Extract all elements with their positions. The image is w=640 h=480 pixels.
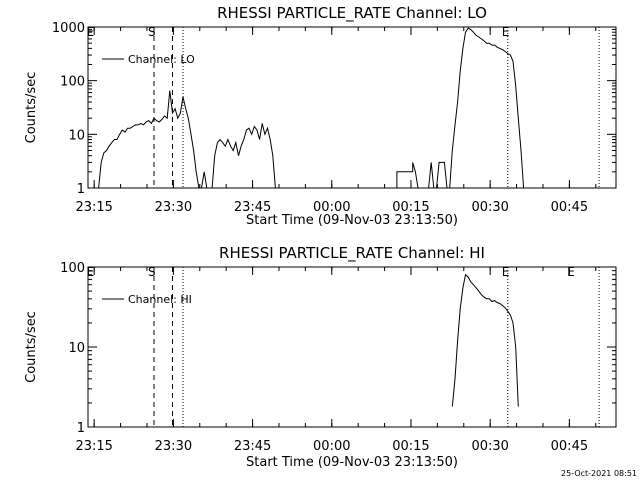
- chart-title: RHESSI PARTICLE_RATE Channel: LO: [217, 4, 487, 23]
- y-tick-label: 100: [60, 261, 85, 276]
- edge-label: E: [87, 265, 95, 279]
- chart-title: RHESSI PARTICLE_RATE Channel: HI: [219, 244, 485, 263]
- event-marker-label: S: [148, 265, 156, 279]
- series-line: [428, 162, 435, 189]
- series-line: [396, 162, 419, 189]
- x-tick-label: 23:45: [234, 439, 271, 454]
- y-axis-label: Counts/sec: [24, 72, 39, 144]
- legend-label: Channel: HI: [128, 293, 192, 306]
- series-line: [436, 161, 448, 189]
- timestamp: 25-Oct-2021 08:51: [561, 469, 637, 478]
- x-tick-label: 23:15: [75, 439, 112, 454]
- edge-label: E: [87, 25, 95, 39]
- x-tick-label: 00:30: [471, 439, 508, 454]
- y-tick-label: 10: [68, 341, 85, 356]
- hi-channel-panel: RHESSI PARTICLE_RATE Channel: HI 1 10 100 Co…: [24, 244, 617, 470]
- plot-frame: [87, 266, 617, 428]
- series-line: [449, 27, 525, 189]
- x-tick-label: 00:30: [471, 200, 508, 215]
- lo-channel-panel: RHESSI PARTICLE_RATE Channel: LO 1 10 100 10…: [24, 4, 617, 228]
- series-line: [98, 90, 200, 189]
- x-tick-label: 00:45: [551, 439, 588, 454]
- x-tick-label: 23:30: [155, 200, 192, 215]
- event-marker-label: E: [502, 265, 510, 279]
- x-axis-label: Start Time (09-Nov-03 23:13:50): [246, 213, 458, 228]
- event-marker-label: S: [148, 25, 156, 39]
- x-tick-label: 23:15: [75, 200, 112, 215]
- series-line: [451, 273, 519, 407]
- x-tick-label: 00:15: [392, 200, 429, 215]
- x-tick-label: 23:30: [155, 439, 192, 454]
- x-tick-label: 00:45: [551, 200, 588, 215]
- event-marker-label: E: [502, 25, 510, 39]
- legend-label: Channel: LO: [128, 53, 195, 66]
- y-tick-label: 1: [77, 421, 85, 436]
- y-tick-label: 100: [60, 75, 85, 90]
- y-tick-label: 1: [77, 182, 85, 197]
- edge-label: E: [567, 265, 575, 279]
- x-tick-label: 00:00: [313, 439, 350, 454]
- x-tick-label: 00:15: [392, 439, 429, 454]
- plot-frame: [87, 26, 617, 189]
- y-tick-label: 1000: [52, 21, 85, 36]
- x-tick-label: 00:00: [313, 200, 350, 215]
- y-tick-label: 10: [68, 128, 85, 143]
- x-axis-label: Start Time (09-Nov-03 23:13:50): [246, 455, 458, 470]
- y-axis-label: Counts/sec: [24, 311, 39, 383]
- series-line: [211, 123, 276, 189]
- x-tick-label: 23:45: [234, 200, 271, 215]
- series-line: [201, 171, 208, 189]
